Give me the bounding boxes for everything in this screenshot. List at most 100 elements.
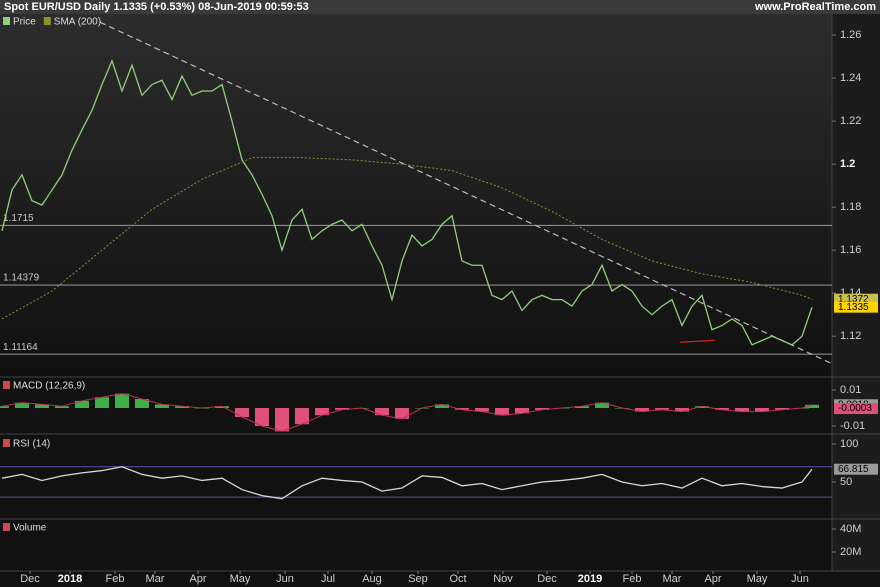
- last-value-label: 1.1372: [838, 294, 869, 305]
- y-tick-label: 20M: [840, 546, 861, 558]
- macd-bar: [495, 408, 509, 416]
- series-line: [1, 59, 813, 346]
- macd-bar: [115, 393, 129, 409]
- macd-bar: [655, 408, 669, 410]
- header-site: www.ProRealTime.com: [754, 1, 876, 13]
- panel-label: Price: [13, 17, 36, 28]
- macd-bar: [95, 397, 109, 409]
- macd-bar: [375, 408, 389, 416]
- macd-bar: [535, 408, 549, 410]
- level-label: 1.1715: [3, 213, 34, 224]
- y-tick-label: 1.16: [840, 244, 861, 256]
- macd-bar: [575, 406, 589, 409]
- macd-bar: [55, 406, 69, 409]
- macd-bar: [335, 408, 349, 410]
- last-value-box: [834, 293, 878, 305]
- trend-line: [679, 339, 716, 343]
- macd-bar: [75, 400, 89, 409]
- x-tick-label: Apr: [189, 573, 206, 585]
- macd-line: [1, 393, 813, 432]
- x-tick-label: Feb: [623, 573, 642, 585]
- last-value-box: [834, 463, 878, 475]
- macd-bar: [635, 408, 649, 412]
- macd-bar: [595, 402, 609, 409]
- y-tick-label: 100: [840, 438, 858, 450]
- macd-bar: [515, 408, 529, 414]
- level-label: 1.14379: [3, 273, 40, 284]
- last-value-box: [834, 403, 878, 415]
- macd-bar: [175, 406, 189, 409]
- y-tick-label: 40M: [840, 523, 861, 535]
- panel-label: SMA (200): [54, 17, 101, 28]
- label-swatch: [3, 523, 10, 531]
- macd-bar: [775, 408, 789, 410]
- last-value-label: -0.0003: [838, 403, 872, 414]
- macd-bar: [475, 408, 489, 412]
- macd-bar: [675, 408, 689, 412]
- macd-bar: [15, 402, 29, 409]
- y-tick-label: 1.12: [840, 330, 861, 342]
- label-swatch: [3, 17, 10, 25]
- header-bar: [0, 0, 880, 14]
- x-tick-label: Jun: [791, 573, 809, 585]
- macd-bar: [135, 399, 149, 409]
- x-tick-label: Apr: [704, 573, 721, 585]
- trend-line: [99, 21, 833, 365]
- last-value-box: [834, 301, 878, 313]
- x-tick-label: Dec: [537, 573, 557, 585]
- last-value-label: 1.1335: [838, 302, 869, 313]
- last-value-label: 66.815: [838, 464, 869, 475]
- macd-bar: [0, 406, 9, 409]
- x-tick-label: Feb: [106, 573, 125, 585]
- x-tick-label: Jun: [276, 573, 294, 585]
- macd-bar: [315, 408, 329, 416]
- series-line: [1, 466, 813, 500]
- label-swatch: [3, 439, 10, 447]
- x-tick-label: Mar: [146, 573, 165, 585]
- macd-bar: [455, 408, 469, 410]
- y-tick-label: 0.01: [840, 384, 861, 396]
- x-tick-label: Nov: [493, 573, 513, 585]
- x-tick-label: Aug: [362, 573, 382, 585]
- y-tick-label: 50: [840, 476, 852, 488]
- label-swatch: [3, 381, 10, 389]
- x-tick-label: Jul: [321, 573, 335, 585]
- y-tick-label: 1.2: [840, 158, 855, 170]
- x-tick-label: 2018: [58, 573, 82, 585]
- macd-bar: [735, 408, 749, 412]
- x-tick-label: 2019: [578, 573, 602, 585]
- macd-bar: [695, 406, 709, 409]
- macd-bar: [715, 408, 729, 410]
- macd-bar: [395, 408, 409, 419]
- level-label: 1.11164: [3, 342, 38, 353]
- panel-label: Volume: [13, 523, 47, 534]
- panel-label: MACD (12,26,9): [13, 381, 85, 392]
- y-tick-label: 1.26: [840, 29, 861, 41]
- label-swatch: [43, 17, 51, 25]
- y-tick-label: 1.22: [840, 115, 861, 127]
- x-tick-label: Mar: [663, 573, 682, 585]
- price-panel-bg: [0, 14, 832, 376]
- panel-label: RSI (14): [13, 439, 50, 450]
- x-tick-label: May: [747, 573, 768, 585]
- x-tick-label: Oct: [449, 573, 466, 585]
- axis-bg: [832, 14, 880, 572]
- macd-bar: [255, 408, 269, 427]
- x-tick-label: Dec: [20, 573, 40, 585]
- macd-bar: [215, 406, 229, 409]
- y-tick-label: 1.24: [840, 72, 861, 84]
- macd-bar: [805, 404, 819, 409]
- macd-bar: [275, 408, 289, 432]
- macd-bar: [155, 404, 169, 409]
- macd-bar: [235, 408, 249, 418]
- macd-bar: [295, 408, 309, 425]
- x-tick-label: Sep: [408, 573, 428, 585]
- x-tick-label: May: [230, 573, 251, 585]
- macd-bar: [435, 404, 449, 409]
- macd-bar: [755, 408, 769, 412]
- y-tick-label: -0.01: [840, 420, 865, 432]
- header-title: Spot EUR/USD Daily 1.1335 (+0.53%) 08-Ju…: [4, 1, 309, 13]
- macd-bar: [35, 404, 49, 409]
